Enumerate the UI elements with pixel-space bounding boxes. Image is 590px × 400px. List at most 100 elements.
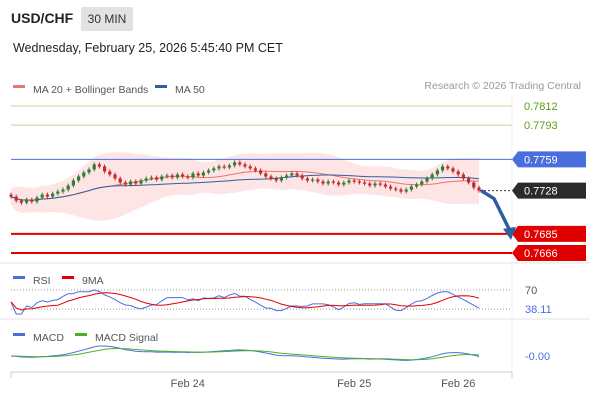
rsi-ma-swatch — [62, 276, 74, 279]
candle-body — [420, 181, 424, 185]
level-label-box — [512, 244, 586, 261]
candle-body — [316, 179, 320, 182]
candle-body — [415, 184, 419, 187]
candle-body — [253, 168, 257, 171]
candle-body — [51, 193, 55, 197]
candle-body — [352, 180, 356, 182]
candle-body — [373, 183, 377, 186]
candle-body — [97, 164, 101, 167]
bollinger-bands — [11, 152, 479, 221]
legend-ma20: MA 20 + Bollinger Bands — [13, 80, 148, 98]
candle-body — [409, 186, 413, 190]
candle-body — [269, 176, 273, 179]
candle-body — [404, 189, 408, 192]
candle-body — [264, 173, 268, 177]
macd-line — [10, 345, 480, 361]
candle-body — [186, 176, 190, 178]
credit-text: Research © 2026 Trading Central — [424, 80, 581, 92]
candle-body — [285, 175, 289, 178]
candle-body — [139, 180, 143, 184]
candle-body — [196, 173, 200, 176]
candle-body — [259, 170, 263, 174]
timeframe-badge[interactable]: 30 MIN — [81, 7, 133, 31]
candle-body — [160, 176, 164, 180]
candle-body — [9, 194, 13, 197]
candle-body — [233, 162, 237, 166]
candle-body — [274, 178, 278, 181]
candle-body — [40, 194, 44, 198]
ma50-label: MA 50 — [175, 84, 205, 96]
candle-body — [300, 175, 304, 179]
rsi-level-label: 70 — [525, 285, 537, 297]
candle-body — [363, 182, 367, 184]
timestamp: Wednesday, February 25, 2026 5:45:40 PM … — [13, 41, 283, 55]
candle-body — [56, 191, 60, 194]
candle-body — [92, 164, 96, 170]
candle-body — [25, 199, 29, 203]
candle-body — [461, 174, 465, 179]
candle-body — [134, 181, 138, 184]
candle-body — [87, 169, 91, 173]
candle-body — [238, 162, 242, 165]
level-label: 0.7728 — [524, 186, 558, 198]
candle-body — [71, 180, 75, 186]
candle-body — [383, 184, 387, 187]
candle-body — [477, 187, 481, 191]
candle-body — [35, 197, 39, 202]
rsi-value-label: 38.11 — [525, 304, 552, 316]
candle-body — [456, 171, 460, 175]
candle-body — [311, 179, 315, 181]
candle-body — [149, 177, 153, 179]
candle-body — [337, 182, 341, 185]
legend-ma50: MA 50 — [155, 80, 205, 98]
candle-body — [14, 196, 18, 201]
candle-body — [378, 183, 382, 185]
level-label: 0.7666 — [524, 248, 558, 260]
ma50-line — [10, 174, 480, 201]
level-label-box — [512, 225, 586, 242]
candle-body — [155, 177, 159, 180]
candle-body — [389, 186, 393, 189]
candle-body — [472, 182, 476, 188]
candle-body — [30, 199, 34, 202]
candle-body — [342, 182, 346, 185]
level-label: 0.7812 — [524, 101, 558, 113]
candle-body — [191, 173, 195, 178]
macd-signal-label: MACD Signal — [95, 332, 159, 344]
candle-body — [331, 181, 335, 183]
candle-body — [368, 183, 372, 186]
candle-body — [82, 172, 86, 177]
candle-body — [118, 178, 122, 183]
candle-body — [357, 181, 361, 183]
rsi-line — [10, 289, 480, 315]
candle-body — [170, 175, 174, 178]
level-label: 0.7793 — [524, 120, 558, 132]
ma50-swatch — [155, 85, 167, 88]
forecast-arrow-head — [503, 226, 516, 240]
macd-signal-swatch — [75, 333, 87, 336]
level-label: 0.7759 — [524, 154, 558, 166]
x-tick-label: Feb 24 — [171, 378, 205, 390]
macd-value-label: -0.00 — [525, 351, 550, 363]
legend-rsi-ma: 9MA — [62, 271, 104, 289]
candle-body — [430, 174, 434, 179]
candle-body — [441, 166, 445, 171]
candle-body — [77, 176, 81, 181]
candle-body — [279, 177, 283, 181]
candle-body — [321, 181, 325, 184]
candle-body — [347, 180, 351, 183]
candle-body — [295, 173, 299, 176]
rsi-label: RSI — [33, 275, 51, 287]
legend-macd-signal: MACD Signal — [75, 328, 158, 346]
ma20-swatch — [13, 85, 25, 88]
forecast-arrow-line — [480, 189, 512, 232]
candle-body — [217, 166, 221, 169]
candle-body — [435, 170, 439, 175]
candle-body — [425, 178, 429, 182]
candle-body — [19, 200, 23, 203]
candle-body — [227, 165, 231, 168]
candle-body — [108, 171, 112, 175]
candle-body — [123, 182, 127, 185]
candle-body — [61, 189, 65, 192]
